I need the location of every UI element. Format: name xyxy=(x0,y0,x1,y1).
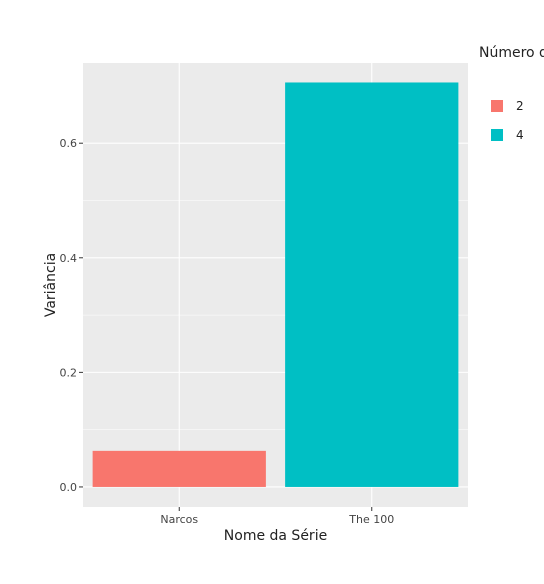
legend: Número d 24 xyxy=(479,45,544,142)
y-axis: 0.0 0.2 0.4 0.6 xyxy=(60,137,83,494)
x-tick-label: Narcos xyxy=(160,513,198,526)
y-tick-label: 0.2 xyxy=(60,366,78,379)
bars xyxy=(92,82,459,487)
legend-swatch xyxy=(491,129,503,141)
y-tick-label: 0.6 xyxy=(60,137,78,150)
legend-label: 2 xyxy=(516,99,524,113)
legend-title: Número d xyxy=(479,45,544,61)
bar xyxy=(92,450,266,487)
legend-swatch xyxy=(491,100,503,112)
x-axis: Narcos The 100 xyxy=(160,507,394,526)
y-tick-label: 0.0 xyxy=(60,481,78,494)
legend-entries: 24 xyxy=(491,99,524,142)
y-axis-title: Variância xyxy=(43,253,59,317)
x-tick-label: The 100 xyxy=(348,513,394,526)
legend-label: 4 xyxy=(516,128,524,142)
y-tick-label: 0.4 xyxy=(60,252,78,265)
bar xyxy=(285,82,459,487)
x-axis-title: Nome da Série xyxy=(224,528,327,544)
